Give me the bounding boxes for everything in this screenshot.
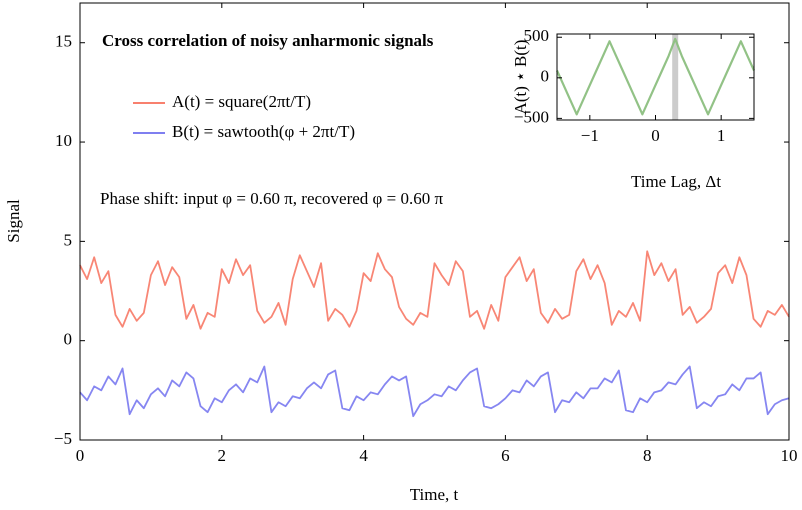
inset-x-tick-label: 0 <box>651 126 660 145</box>
frame <box>79 2 790 441</box>
x-axis-label: Time, t <box>410 485 459 504</box>
inset-y-tick-label: −500 <box>514 107 549 126</box>
inset-y-tick-label: 500 <box>524 26 550 45</box>
x-tick-label: 6 <box>501 446 510 465</box>
annotation: Phase shift: input φ = 0.60 π, recovered… <box>100 189 443 208</box>
y-axis-label: Signal <box>4 199 23 243</box>
y-tick-label: 15 <box>55 32 72 51</box>
x-tick-label: 10 <box>781 446 798 465</box>
y-tick-label: 10 <box>55 131 72 150</box>
x-tick-label: 0 <box>76 446 85 465</box>
line <box>79 365 790 418</box>
x-tick-label: 2 <box>218 446 227 465</box>
y-tick-label: 0 <box>64 330 73 349</box>
inset-y-tick-label: 0 <box>541 67 550 86</box>
chart-title: Cross correlation of noisy anharmonic si… <box>102 31 434 50</box>
inset-x-tick-label: −1 <box>581 126 599 145</box>
line <box>79 250 790 330</box>
y-tick-label: −5 <box>54 429 72 448</box>
legend-label: A(t) = square(2πt/T) <box>172 92 311 111</box>
x-tick-label: 4 <box>359 446 368 465</box>
inset-highlight <box>672 34 679 120</box>
inset-line <box>555 37 756 116</box>
legend-label: B(t) = sawtooth(φ + 2πt/T) <box>172 122 355 141</box>
inset-x-tick-label: 1 <box>717 126 726 145</box>
inset-x-axis-label: Time Lag, Δt <box>631 172 721 191</box>
x-tick-label: 8 <box>643 446 652 465</box>
y-tick-label: 5 <box>64 230 73 249</box>
inset-y-axis-label: A(t) ⋆ B(t) <box>511 40 530 115</box>
